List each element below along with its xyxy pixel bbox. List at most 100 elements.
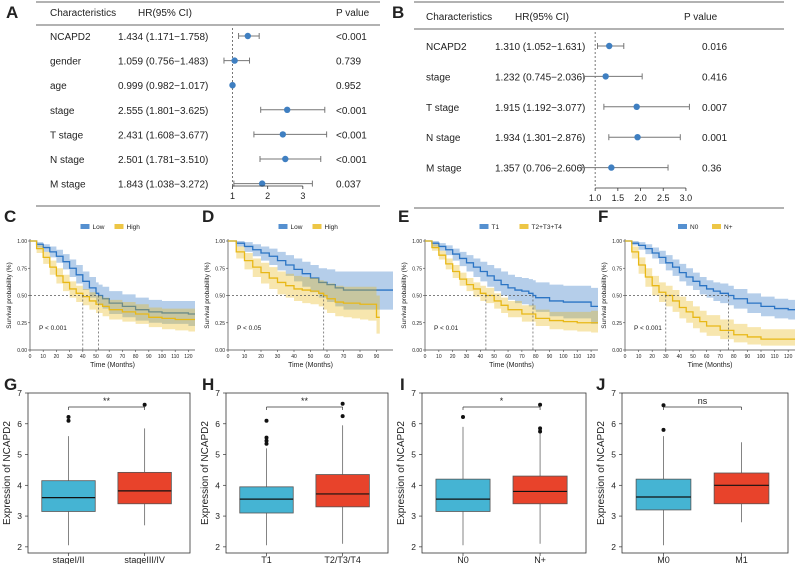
forest-hr-point	[279, 131, 287, 138]
box-x-tick-label: T2/T3/T4	[324, 555, 361, 564]
km-x-tick-label: 50	[690, 354, 696, 360]
box-y-axis-title: Expression of NCAPD2	[200, 421, 211, 525]
forest-x-tick-label: 3	[300, 191, 305, 201]
km-y-tick-label: 0.00	[612, 348, 622, 354]
km-legend-label: T1	[492, 224, 500, 231]
significance-label: *	[500, 396, 504, 406]
km-x-tick-label: 90	[745, 354, 751, 360]
km-x-tick-label: 70	[717, 354, 723, 360]
forest-row-pvalue: 0.001	[702, 133, 727, 144]
forest-row-pvalue: 0.037	[336, 180, 361, 191]
km-ci-band-High	[30, 241, 195, 332]
box-outlier-point	[461, 415, 465, 419]
box-y-tick-label: 7	[215, 388, 220, 398]
km-ci-band-Low	[30, 241, 195, 327]
panel-label-J: J	[596, 375, 605, 394]
box-outlier-point	[538, 429, 543, 434]
km-x-tick-label: 50	[93, 354, 99, 360]
box-outlier-point	[264, 441, 269, 446]
forest-row-pvalue: 0.36	[702, 164, 722, 175]
km-curve-Low	[228, 240, 393, 291]
forest-x-tick-label: 2	[265, 191, 270, 201]
box-y-tick-label: 3	[611, 511, 616, 521]
km-y-tick-label: 0.00	[17, 348, 27, 354]
panel-label-A: A	[6, 3, 18, 22]
box-outlier-point	[538, 402, 543, 407]
box-y-tick-label: 2	[411, 542, 416, 552]
box-plot-frame	[27, 392, 191, 554]
forest-row-hr: 2.555 (1.801−3.625)	[118, 106, 208, 117]
km-legend-label: N0	[690, 224, 699, 231]
km-pvalue: P < 0.001	[39, 325, 67, 332]
km-x-axis-title: Time (Months)	[688, 362, 733, 369]
forest-row-pvalue: 0.007	[702, 103, 727, 114]
box-M0	[635, 478, 692, 511]
km-x-tick-label: 30	[464, 354, 470, 360]
km-y-tick-label: 1.00	[412, 239, 422, 245]
box-M1	[713, 472, 770, 505]
km-y-tick-label: 0.50	[17, 294, 27, 300]
forest-row-name: NCAPD2	[50, 32, 91, 43]
significance-label: **	[301, 396, 309, 406]
km-x-tick-label: 90	[374, 354, 380, 360]
forest-row-hr: 1.357 (0.706−2.606)	[495, 164, 585, 175]
box-x-tick-label: M0	[657, 555, 670, 564]
forest-row-name: M stage	[426, 164, 462, 175]
box-outlier-point	[66, 418, 71, 423]
km-x-axis-title: Time (Months)	[288, 362, 333, 369]
km-y-axis-title: Survival probability (%)	[6, 262, 13, 328]
box-T1	[239, 486, 294, 514]
box-N0	[435, 478, 491, 512]
forest-row-hr: 1.434 (1.171−1.758)	[118, 32, 208, 43]
forest-row-pvalue: 0.739	[336, 57, 361, 68]
km-x-tick-label: 60	[324, 354, 330, 360]
box-x-tick-label: N+	[534, 555, 546, 564]
box-x-tick-label: M1	[735, 555, 748, 564]
box-y-tick-label: 6	[611, 419, 616, 429]
km-legend-swatch	[312, 224, 322, 229]
km-ci-band-N0	[625, 241, 795, 320]
significance-label: **	[103, 396, 111, 406]
km-x-tick-label: 0	[624, 354, 627, 360]
box-T2/T3/T4	[315, 474, 370, 508]
km-x-tick-label: 40	[478, 354, 484, 360]
forest-row-name: NCAPD2	[426, 42, 467, 53]
km-y-tick-label: 0.75	[17, 266, 27, 272]
box-N+	[512, 475, 568, 505]
forest-row-pvalue: <0.001	[336, 106, 367, 117]
km-y-tick-label: 1.00	[612, 239, 622, 245]
box-y-axis-title: Expression of NCAPD2	[396, 421, 407, 525]
km-x-axis-title: Time (Months)	[489, 362, 534, 369]
km-curve-Low	[30, 240, 195, 315]
km-legend-swatch	[678, 224, 687, 229]
box-outlier-point	[340, 414, 345, 419]
km-legend-swatch	[519, 224, 529, 229]
km-x-tick-label: 100	[158, 354, 167, 360]
km-pvalue: P < 0.001	[634, 325, 662, 332]
box-outlier-point	[66, 415, 71, 419]
forest-hr-point	[633, 103, 640, 111]
forest-hr-point	[608, 164, 615, 171]
box-plot-frame	[225, 392, 389, 554]
km-x-tick-label: 80	[533, 354, 539, 360]
forest-row-name: N stage	[426, 133, 461, 144]
km-curve-N+	[625, 240, 795, 340]
significance-label: ns	[698, 396, 708, 406]
km-ci-band-T1	[425, 241, 598, 324]
forest-x-tick-label: 1.0	[589, 193, 602, 203]
km-ci-band-High	[228, 241, 380, 334]
box-y-tick-label: 3	[411, 511, 416, 521]
km-y-tick-label: 0.75	[215, 266, 225, 272]
km-curve-N0	[625, 240, 795, 311]
panel-label-F: F	[598, 207, 608, 226]
forest-row-name: M stage	[50, 180, 86, 191]
km-x-tick-label: 80	[133, 354, 139, 360]
km-legend-label: T2+T3+T4	[532, 224, 563, 231]
box-y-tick-label: 3	[17, 511, 22, 521]
forest-hr-point	[258, 180, 266, 187]
km-legend-label: High	[127, 224, 141, 231]
forest-row-hr: 2.431 (1.608−3.677)	[118, 130, 208, 141]
km-x-tick-label: 80	[731, 354, 737, 360]
